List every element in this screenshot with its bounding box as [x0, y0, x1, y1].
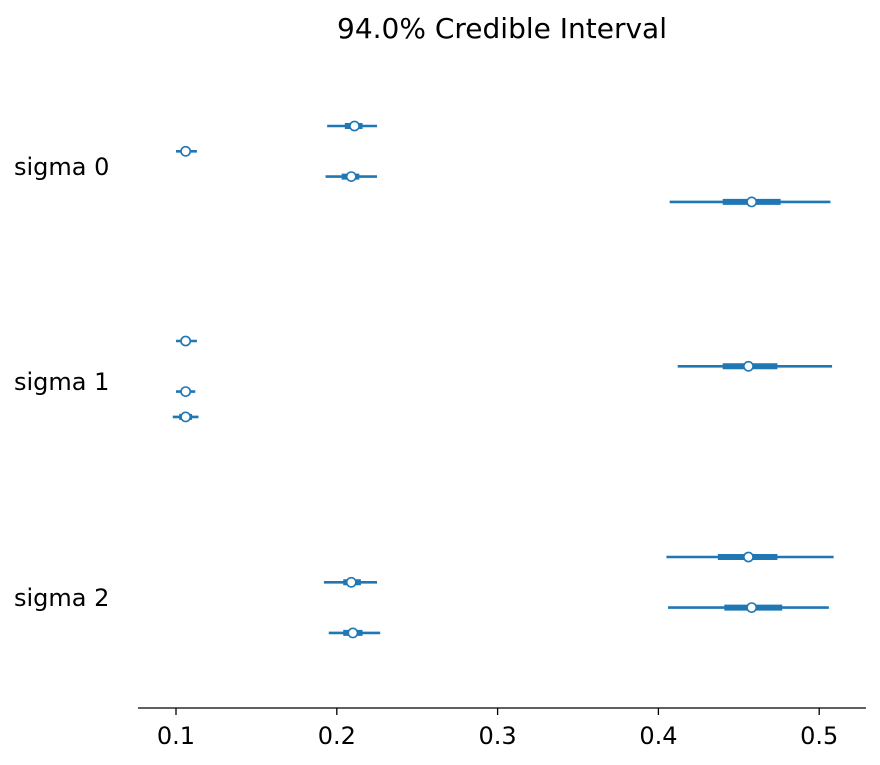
- median-point: [746, 196, 758, 208]
- median-point: [180, 411, 192, 423]
- x-tick-label: 0.5: [800, 722, 838, 750]
- median-point: [180, 145, 192, 157]
- median-point: [180, 335, 192, 347]
- median-point: [345, 576, 357, 588]
- x-tick-label: 0.4: [639, 722, 677, 750]
- chart-title: 94.0% Credible Interval: [337, 12, 667, 45]
- group-label: sigma 0: [14, 153, 109, 181]
- group-label: sigma 2: [14, 584, 109, 612]
- median-point: [746, 602, 758, 613]
- plot-area: [172, 120, 834, 639]
- median-point: [743, 551, 754, 563]
- y-axis-labels: sigma 0 sigma 1 sigma 2: [14, 153, 109, 612]
- median-point: [347, 627, 359, 639]
- median-point: [743, 360, 754, 372]
- group-label: sigma 1: [14, 368, 109, 396]
- x-tick-label: 0.2: [318, 722, 356, 750]
- median-point: [349, 120, 360, 132]
- x-tick-label: 0.3: [479, 722, 517, 750]
- median-point: [345, 171, 357, 182]
- x-tick-label: 0.1: [157, 722, 195, 750]
- median-point: [180, 386, 192, 397]
- x-axis-ticks: 0.1 0.2 0.3 0.4 0.5: [157, 708, 838, 750]
